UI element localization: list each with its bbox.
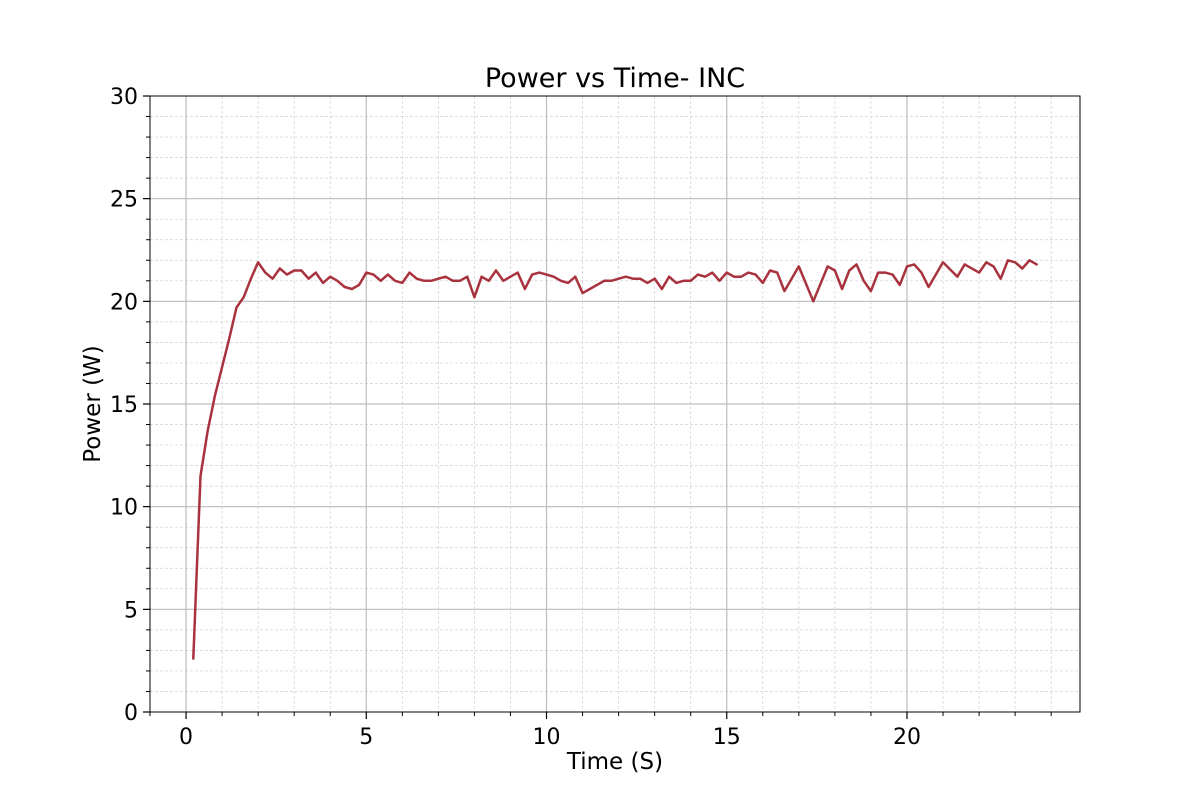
x-axis-label: Time (S) bbox=[566, 749, 663, 775]
y-axis-label: Power (W) bbox=[80, 345, 106, 463]
chart-title: Power vs Time- INC bbox=[485, 63, 745, 94]
tick-layer: 0 5 10 15 20 0 5 10 15 20 25 30 bbox=[110, 85, 1052, 750]
y-tick-label: 15 bbox=[110, 393, 138, 418]
y-tick-label: 5 bbox=[124, 598, 138, 623]
x-tick-label: 0 bbox=[179, 725, 193, 750]
y-tick-label: 25 bbox=[110, 188, 138, 213]
y-tick-label: 0 bbox=[124, 701, 138, 726]
x-tick-label: 15 bbox=[713, 725, 741, 750]
y-tick-label: 20 bbox=[110, 290, 138, 315]
series-line-0 bbox=[192, 259, 1038, 660]
y-tick-label: 30 bbox=[110, 85, 138, 110]
major-grid bbox=[150, 96, 1080, 712]
x-tick-label: 20 bbox=[893, 725, 921, 750]
y-tick-label: 10 bbox=[110, 496, 138, 521]
x-tick-label: 10 bbox=[533, 725, 561, 750]
x-tick-label: 5 bbox=[359, 725, 373, 750]
series-layer bbox=[192, 259, 1038, 660]
